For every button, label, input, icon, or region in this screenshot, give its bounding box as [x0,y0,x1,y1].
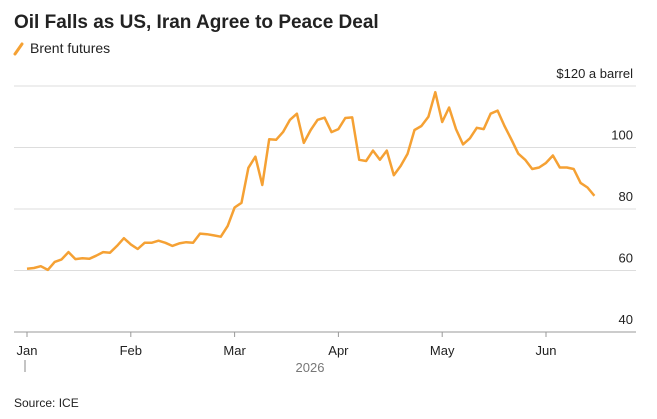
x-tick-label: Feb [120,343,142,358]
source: Source: ICE [14,396,79,410]
x-axis-label: 2026 [296,360,325,375]
data-line [26,90,596,272]
y-tick-label: 100 [611,128,633,143]
x-tick-label: Apr [328,343,349,358]
y-tick-label: $120 a barrel [556,66,633,81]
y-tick-label: 80 [619,189,633,204]
legend-swatch [13,42,24,56]
y-tick-label: 40 [619,312,633,327]
x-tick-label: Jan [17,343,38,358]
legend-label: Brent futures [30,40,110,56]
y-tick-label: 60 [619,251,633,266]
x-tick-label: May [430,343,455,358]
x-tick-label: Jun [536,343,557,358]
x-tick-label: Mar [223,343,246,358]
chart-title: Oil Falls as US, Iran Agree to Peace Dea… [14,12,379,33]
